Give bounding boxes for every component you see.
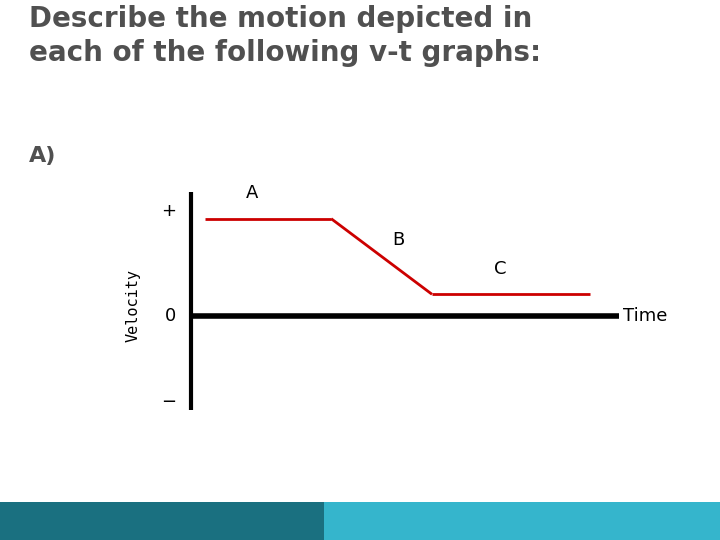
Text: +: +: [161, 201, 176, 220]
Text: B: B: [392, 231, 405, 249]
Text: A: A: [246, 185, 258, 202]
Text: A): A): [29, 146, 56, 166]
Text: Time: Time: [623, 307, 667, 325]
Text: −: −: [161, 393, 176, 411]
Bar: [324, 502, 720, 540]
Text: Velocity: Velocity: [126, 268, 140, 342]
Text: Describe the motion depicted in
each of the following v-t graphs:: Describe the motion depicted in each of …: [29, 5, 541, 67]
Text: 0: 0: [165, 307, 176, 325]
Text: C: C: [494, 260, 507, 278]
Bar: [0, 502, 324, 540]
